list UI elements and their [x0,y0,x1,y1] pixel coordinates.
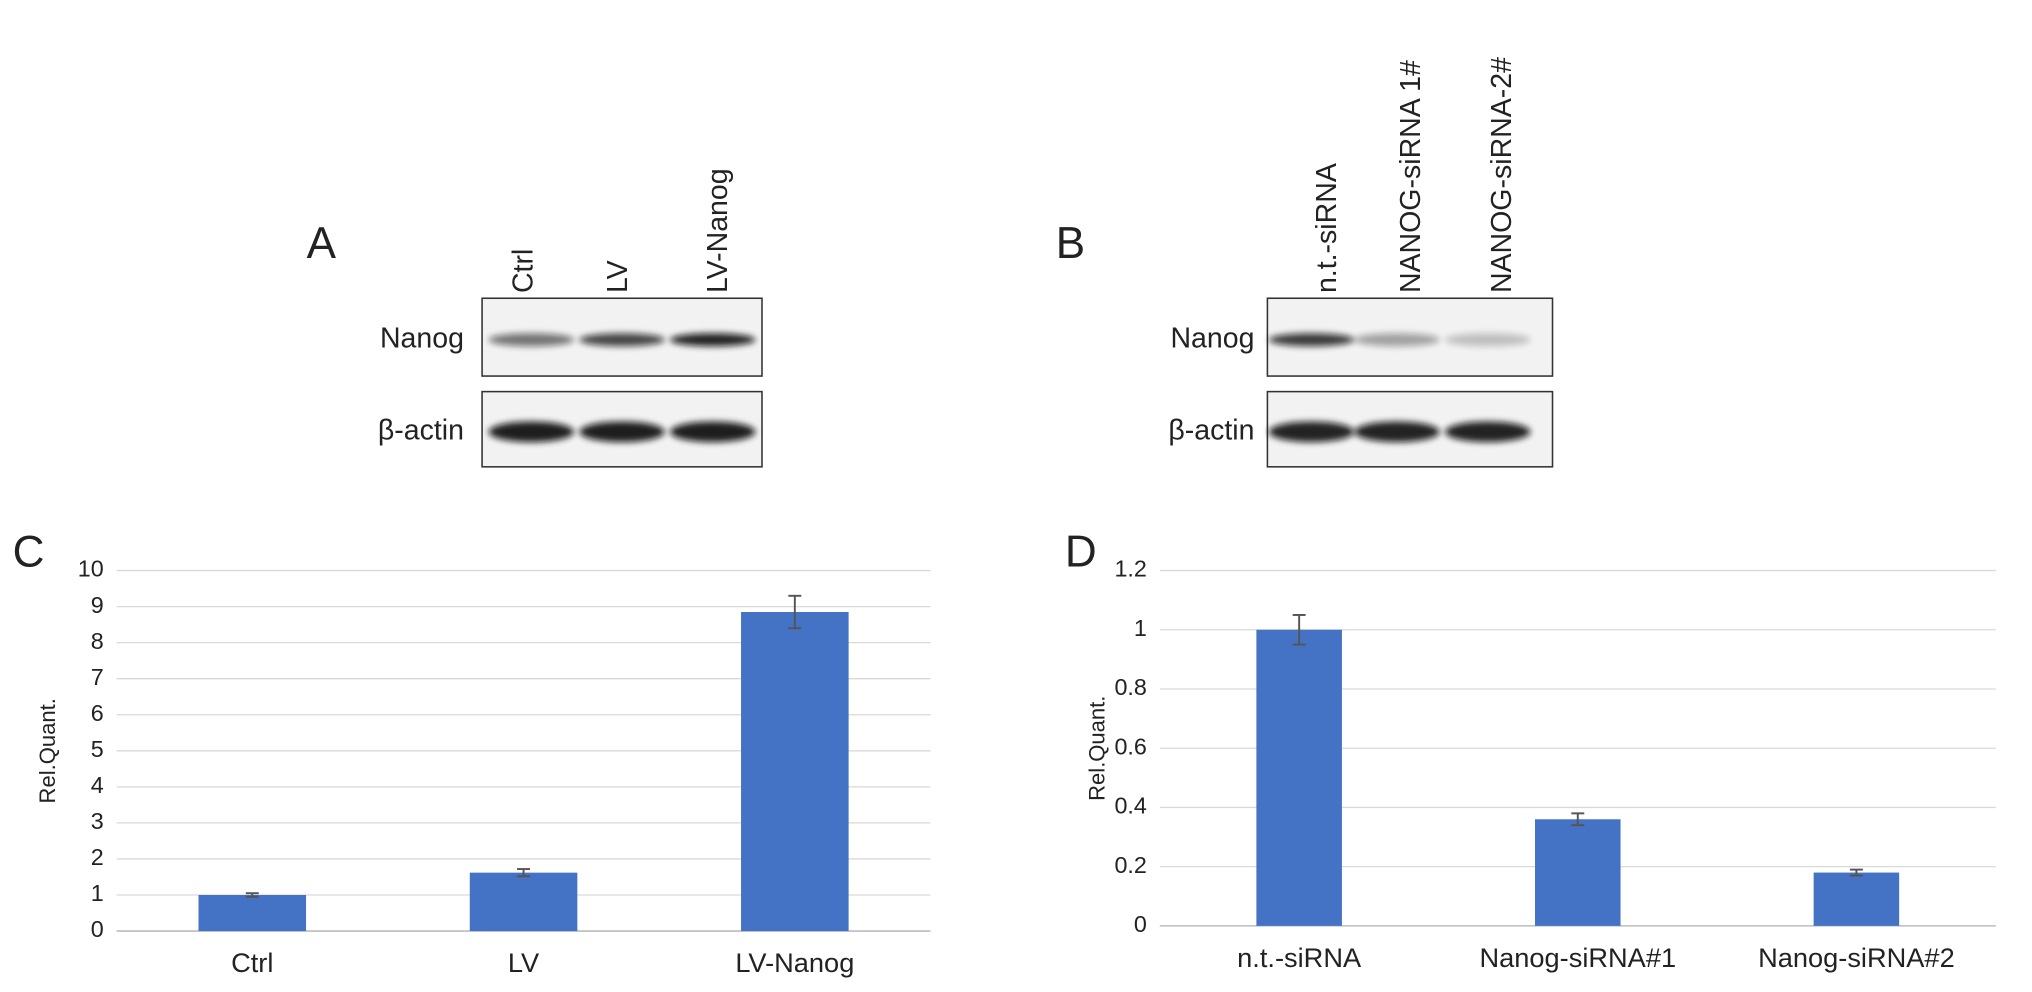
x-tick-label: Ctrl [231,947,273,978]
band [488,421,575,443]
row-label: Nanog [1170,322,1254,354]
band [579,421,665,443]
band [1444,333,1531,347]
y-tick-label: 2 [91,844,104,870]
row-label: β-actin [1168,414,1254,446]
error-bar [517,868,531,878]
bar [1813,872,1900,926]
panel-label: D [1065,528,1097,577]
y-tick-label: 9 [91,592,104,618]
error-bar [245,892,259,898]
y-axis-label: Rel.Quant. [35,698,60,803]
x-tick-label: Nanog-siRNA#2 [1758,942,1955,973]
lane-label: NANOG-siRNA-2# [1486,57,1518,293]
lane-label: LV-Nanog [702,168,734,293]
panel-label: A [307,219,337,268]
band [1354,333,1440,347]
bar [198,895,307,932]
y-axis-label: Rel.Quant. [1085,696,1110,801]
lane-label: LV [602,260,634,293]
y-tick-label: 0.2 [1114,852,1146,878]
band [1268,421,1355,443]
y-tick-label: 0.4 [1114,793,1146,819]
band [1444,421,1531,443]
x-tick-label: Nanog-siRNA#1 [1479,942,1676,973]
y-tick-label: 10 [78,556,104,582]
band [1354,421,1440,443]
y-tick-label: 3 [91,808,104,834]
x-tick-label: LV [508,947,540,978]
y-tick-label: 0.8 [1114,674,1146,700]
y-tick-label: 7 [91,664,104,690]
lane-label: Ctrl [507,249,539,293]
y-tick-label: 8 [91,628,104,654]
band [669,333,756,347]
panel-label: C [13,528,45,577]
x-tick-label: LV-Nanog [735,947,854,978]
panel-label: B [1056,219,1085,268]
y-tick-label: 1 [91,880,104,906]
y-tick-label: 5 [91,736,104,762]
error-bar [1849,868,1863,877]
error-bar [1571,812,1585,827]
y-tick-label: 0.6 [1114,733,1146,759]
band [1268,333,1355,347]
x-tick-label: n.t.-siRNA [1237,942,1362,973]
lane-label: NANOG-siRNA 1# [1395,60,1427,293]
y-tick-label: 1 [1134,615,1147,641]
row-label: Nanog [380,322,464,354]
bar [1256,629,1342,926]
bar [469,872,578,932]
band [488,333,575,347]
y-tick-label: 4 [91,772,104,798]
y-tick-label: 0 [91,916,104,942]
error-bar [788,594,802,630]
band [579,333,665,347]
y-tick-label: 1.2 [1114,556,1146,582]
error-bar [1292,614,1306,646]
lane-label: n.t.-siRNA [1311,163,1343,293]
bar [741,612,849,932]
y-tick-label: 6 [91,700,104,726]
row-label: β-actin [378,414,464,446]
band [669,421,756,443]
y-tick-label: 0 [1134,911,1147,937]
bar [1535,819,1621,926]
